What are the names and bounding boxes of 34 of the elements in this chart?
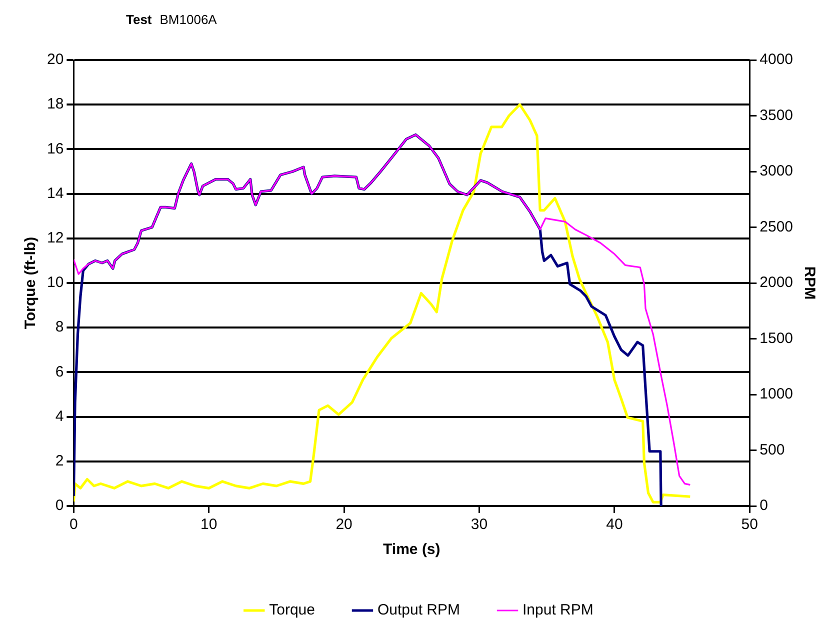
y2-tick-label: 2500 (760, 218, 794, 236)
y-axis-title: Torque (ft-lb) (22, 236, 40, 330)
chart-subtitle: BM1006A (160, 12, 217, 27)
y-tick-label: 14 (46, 184, 64, 202)
x-tick-label: 30 (470, 516, 488, 534)
legend-label: Output RPM (377, 602, 460, 619)
y2-tick-label: 4000 (760, 51, 794, 68)
y-tick-label: 12 (46, 230, 64, 247)
y2-tick-label: 1500 (760, 330, 794, 347)
legend-label: Torque (269, 602, 315, 619)
y-tick-label: 10 (46, 274, 64, 292)
y-tick-label: 18 (46, 96, 64, 113)
y-tick-label: 0 (55, 497, 64, 514)
y2-tick-label: 500 (760, 441, 785, 458)
y2-tick-label: 3000 (760, 162, 794, 180)
x-tick-label: 10 (200, 516, 218, 534)
x-tick-label: 50 (741, 516, 758, 534)
y2-tick-label: 2000 (760, 274, 794, 292)
y-tick-label: 2 (55, 452, 64, 470)
x-axis-title: Time (s) (383, 541, 440, 558)
legend-label: Input RPM (522, 602, 594, 619)
y-tick-label: 6 (55, 363, 64, 380)
x-tick-label: 20 (336, 516, 352, 534)
y-tick-label: 4 (55, 408, 64, 425)
y-tick-label: 8 (55, 318, 64, 336)
y2-axis-title: RPM (800, 266, 818, 300)
y2-tick-label: 3500 (760, 106, 794, 124)
y2-tick-label: 1000 (760, 386, 794, 403)
y2-tick-label: 0 (760, 497, 768, 514)
y-tick-label: 20 (46, 51, 64, 68)
chart-title: Test (126, 12, 152, 27)
x-tick-label: 40 (606, 516, 623, 534)
x-tick-label: 0 (70, 516, 78, 534)
y-tick-label: 16 (46, 140, 64, 158)
